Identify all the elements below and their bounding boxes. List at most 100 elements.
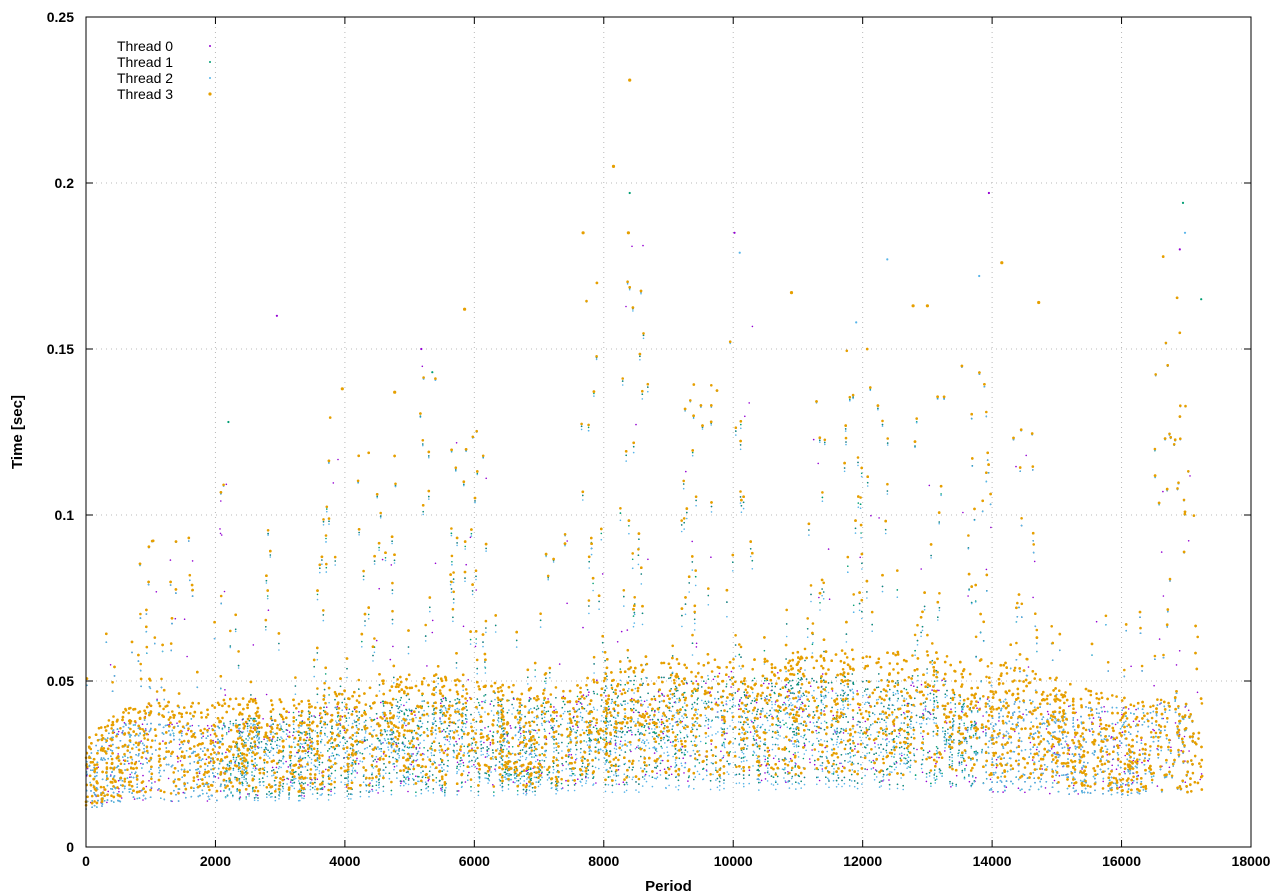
data-point [1069, 746, 1071, 749]
data-point [805, 678, 808, 680]
data-point [1103, 706, 1105, 708]
data-point [789, 757, 792, 760]
data-point [751, 699, 754, 702]
data-point [235, 756, 238, 759]
data-point [952, 720, 955, 722]
data-point [901, 754, 903, 757]
data-point [764, 772, 766, 774]
data-point [375, 784, 378, 787]
data-point [484, 727, 486, 729]
data-point [179, 760, 182, 762]
data-point [1014, 730, 1016, 733]
data-point [420, 347, 423, 351]
data-point [462, 761, 465, 764]
data-point [922, 712, 924, 715]
data-point [703, 680, 705, 682]
data-point [607, 705, 610, 708]
data-point [359, 752, 361, 754]
data-point [813, 763, 816, 766]
data-point [771, 715, 773, 718]
data-point [107, 790, 109, 793]
data-point [325, 768, 327, 771]
data-point [318, 764, 321, 766]
data-point [606, 750, 608, 752]
data-point [246, 722, 249, 725]
data-point [631, 558, 634, 561]
data-point [842, 732, 845, 734]
data-point [298, 711, 300, 713]
data-point [545, 710, 548, 713]
data-point [585, 776, 587, 779]
data-point [618, 783, 620, 786]
data-point [635, 781, 637, 783]
data-point [392, 730, 395, 733]
data-point [896, 783, 899, 786]
data-point [856, 712, 859, 714]
data-point [1138, 749, 1141, 751]
data-point [253, 736, 255, 738]
data-point [880, 690, 882, 693]
data-point [628, 729, 630, 732]
data-point [962, 511, 964, 514]
data-point [380, 701, 382, 704]
data-point [658, 701, 661, 703]
data-point [606, 675, 608, 677]
data-point [1005, 786, 1008, 788]
data-point [543, 706, 546, 709]
data-point [826, 740, 828, 743]
data-point [950, 708, 952, 710]
data-point [951, 760, 954, 762]
data-point [228, 730, 230, 733]
data-point [827, 548, 830, 550]
data-point [631, 245, 633, 248]
data-point [1106, 754, 1109, 756]
data-point [882, 748, 885, 750]
data-point [155, 591, 158, 593]
data-point [984, 729, 987, 731]
data-point [527, 771, 529, 774]
data-point [619, 740, 622, 743]
data-point [797, 774, 800, 777]
data-point [890, 749, 893, 751]
data-point [1124, 754, 1126, 757]
data-point [617, 769, 620, 771]
data-point [630, 726, 632, 729]
data-point [381, 558, 384, 561]
data-point [778, 758, 780, 760]
data-point [171, 723, 173, 726]
data-point [975, 776, 977, 779]
data-point [371, 788, 373, 791]
data-point [393, 765, 396, 768]
data-point [841, 765, 844, 768]
data-point [670, 688, 672, 690]
data-point [311, 787, 314, 789]
data-point [455, 703, 457, 705]
data-point [1174, 722, 1177, 724]
data-point [686, 736, 689, 738]
data-point [219, 528, 221, 530]
data-point [945, 722, 948, 724]
data-point [940, 493, 942, 495]
data-point [815, 681, 818, 683]
data-point [619, 690, 621, 692]
data-point [605, 740, 608, 743]
data-point [288, 711, 290, 714]
data-point [555, 720, 558, 722]
data-point [828, 598, 831, 600]
data-point [1114, 723, 1117, 726]
data-point [626, 629, 629, 631]
data-point [279, 738, 281, 741]
data-point [710, 743, 713, 745]
data-point [920, 683, 923, 686]
data-point [732, 561, 734, 563]
data-point [316, 732, 319, 734]
data-point [824, 694, 827, 697]
data-point [730, 686, 732, 688]
data-point [860, 472, 863, 475]
data-point [916, 748, 918, 751]
data-point [481, 700, 483, 703]
data-point [508, 746, 510, 748]
data-point [129, 773, 131, 776]
data-point [799, 679, 801, 681]
data-point [1033, 560, 1036, 563]
